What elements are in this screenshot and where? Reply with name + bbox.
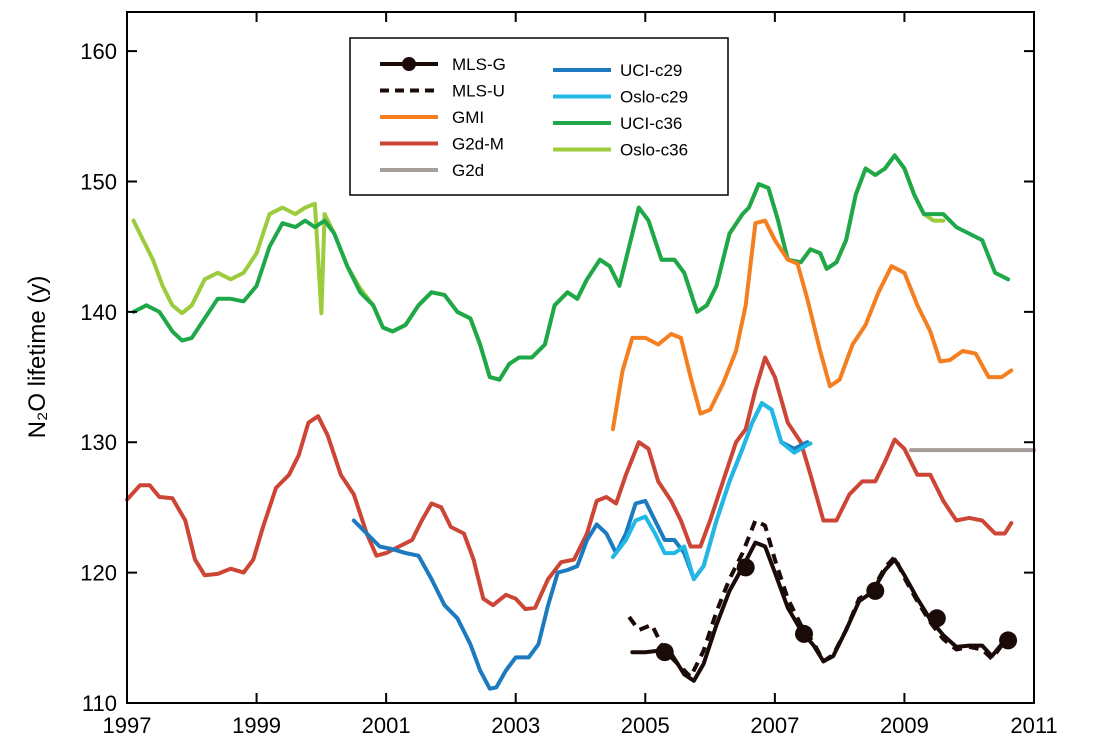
legend-item-oslo-c29: Oslo-c29	[553, 88, 688, 107]
plot-frame	[126, 11, 1035, 704]
marker-mls-g-0	[655, 643, 674, 662]
legend-item-mls-u: MLS-U	[380, 82, 505, 101]
x-tick-label-2007: 2007	[750, 713, 799, 738]
legend-item-uci-c29: UCI-c29	[553, 61, 682, 80]
y-tick-label-120: 120	[80, 561, 117, 586]
y-axis-label: N₂O lifetime (y)	[24, 276, 51, 439]
series-line-gmi	[610, 218, 1014, 432]
x-tick-label-2005: 2005	[621, 713, 670, 738]
series-line-mls-g	[630, 540, 1014, 683]
legend-marker-mls-g	[402, 57, 416, 71]
legend-label-gmi: GMI	[452, 108, 484, 127]
legend-label-uci-c36: UCI-c36	[620, 114, 682, 133]
legend-label-mls-g: MLS-G	[452, 55, 506, 74]
legend-label-oslo-c29: Oslo-c29	[620, 88, 688, 107]
axis-ticks: 1997 1999 2001 2003 2005 2007 2009 2011 110 120 13…	[80, 12, 1058, 738]
legend: MLS-G MLS-U GMI G2d-M G2d UCI-c29 Oslo-c29 UCI-…	[349, 37, 729, 196]
marker-mls-g-2	[795, 624, 814, 643]
series-line-uci-c36	[131, 153, 1011, 382]
y-tick-label-160: 160	[80, 39, 117, 64]
legend-item-gmi: GMI	[380, 108, 484, 127]
legend-item-oslo-c36: Oslo-c36	[553, 141, 688, 160]
x-tick-label-2001: 2001	[362, 713, 411, 738]
marker-mls-g-1	[736, 558, 755, 577]
legend-label-oslo-c36: Oslo-c36	[620, 141, 688, 160]
y-tick-label-110: 110	[82, 691, 117, 716]
legend-label-g2d-m: G2d-M	[452, 135, 504, 154]
x-tick-label-1997: 1997	[103, 713, 152, 738]
marker-mls-g-3	[866, 581, 885, 600]
y-tick-label-150: 150	[80, 169, 117, 194]
x-tick-label-1999: 1999	[232, 713, 281, 738]
marker-mls-g-4	[927, 609, 946, 628]
legend-item-mls-g: MLS-G	[380, 55, 506, 74]
legend-item-g2d: G2d	[380, 161, 484, 180]
x-tick-label-2003: 2003	[491, 713, 540, 738]
y-tick-label-140: 140	[80, 300, 117, 325]
series-layer	[125, 153, 1036, 691]
legend-item-uci-c36: UCI-c36	[553, 114, 682, 133]
y-tick-label-130: 130	[80, 430, 117, 455]
marker-mls-g-5	[999, 631, 1018, 650]
x-tick-label-2011: 2011	[1010, 713, 1057, 738]
series-line-oslo-c29	[610, 401, 813, 582]
legend-label-g2d: G2d	[452, 161, 484, 180]
legend-label-uci-c29: UCI-c29	[620, 61, 682, 80]
series-line-g2d-m	[125, 355, 1014, 612]
legend-item-g2d-m: G2d-M	[380, 135, 504, 154]
legend-label-mls-u: MLS-U	[452, 82, 505, 101]
x-tick-label-2009: 2009	[880, 713, 929, 738]
